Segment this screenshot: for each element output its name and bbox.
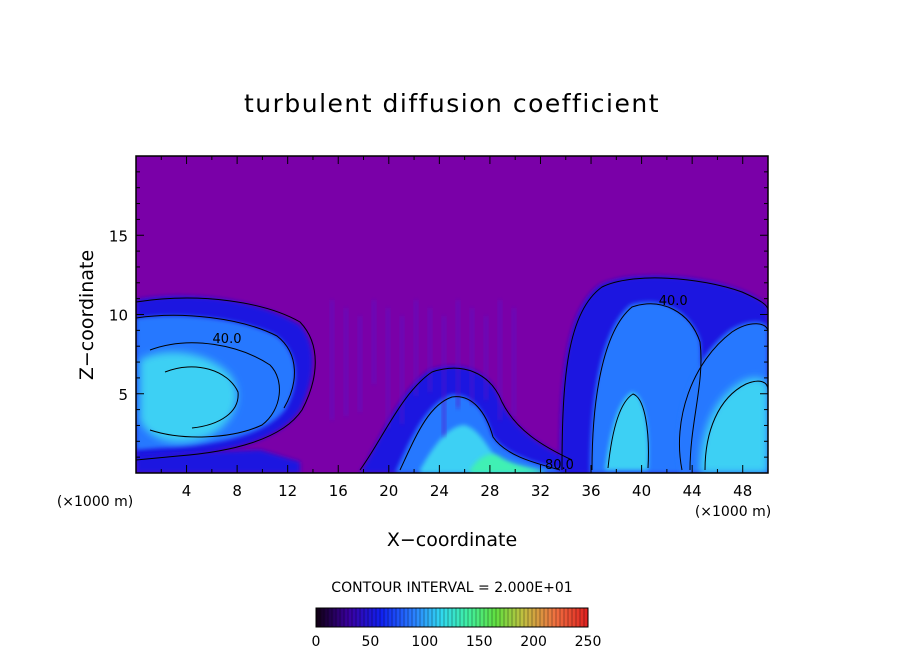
field-wave-streak xyxy=(442,316,446,436)
field-wave-streak xyxy=(344,308,348,416)
y-tick-label: 10 xyxy=(109,307,128,325)
x-tick-label: 12 xyxy=(278,482,297,500)
field-wave-streak xyxy=(400,316,404,424)
colorbar-tick-label: 150 xyxy=(466,634,493,650)
colorbar-tick-label: 200 xyxy=(520,634,547,650)
field-wave-streak xyxy=(484,316,488,400)
contour-line xyxy=(399,396,561,471)
colorbar-tick-label: 0 xyxy=(312,634,321,650)
contour-labels: 40.0 40.0 80.0 xyxy=(213,294,688,473)
y-tick-label: 15 xyxy=(109,227,128,245)
contour-line xyxy=(607,393,649,469)
field-wave-streak xyxy=(386,308,390,428)
contour-line xyxy=(359,367,573,471)
x-tick-label: 40 xyxy=(632,482,651,500)
x-axis-label: X−coordinate xyxy=(387,529,517,551)
field-wave-streak xyxy=(512,308,516,416)
field-wave-streak xyxy=(470,308,474,404)
contour-interval-text: CONTOUR INTERVAL = 2.000E+01 xyxy=(331,580,572,596)
field-wave-streak xyxy=(330,300,334,420)
contour-label: 40.0 xyxy=(213,332,242,347)
x-tick-label: 28 xyxy=(480,482,499,500)
contour-line xyxy=(591,303,702,471)
x-tick-label: 48 xyxy=(733,482,752,500)
contour-line xyxy=(149,342,280,438)
x-axis-ticks: 4 8 12 16 20 24 28 32 36 40 44 48 xyxy=(160,156,752,500)
x-tick-label: 16 xyxy=(329,482,348,500)
y-axis-label: Z−coordinate xyxy=(76,250,98,380)
field-region-right-core xyxy=(700,378,768,473)
colorbar-tick-label: 50 xyxy=(361,634,379,650)
field-region-right-column xyxy=(605,392,649,470)
colorbar-tick-label: 100 xyxy=(411,634,438,650)
chart-title: turbulent diffusion coefficient xyxy=(244,89,660,118)
contour-line xyxy=(678,323,768,471)
x-tick-label: 24 xyxy=(430,482,449,500)
contour-line xyxy=(164,366,239,429)
colorbar-tick-label: 250 xyxy=(575,634,602,650)
field-wave-streak xyxy=(456,300,460,408)
field-wave-streak xyxy=(498,300,502,420)
contour-label: 40.0 xyxy=(659,294,688,309)
x-tick-label: 32 xyxy=(531,482,550,500)
x-tick-label: 44 xyxy=(683,482,702,500)
y-tick-label: 5 xyxy=(118,386,128,404)
field-wave-streak xyxy=(414,300,418,396)
field-wave-streak xyxy=(372,300,376,384)
colorbar-ticks: 0 50 100 150 200 250 xyxy=(312,634,602,650)
x-unit-left: (×1000 m) xyxy=(57,494,133,510)
colorbar-stripes xyxy=(319,608,585,627)
x-tick-label: 8 xyxy=(232,482,242,500)
field-wave-streak xyxy=(428,308,432,392)
field-region-center-core xyxy=(420,425,545,473)
x-tick-label: 4 xyxy=(182,482,192,500)
contour-line xyxy=(704,380,768,471)
x-tick-label: 36 xyxy=(581,482,600,500)
x-tick-label: 20 xyxy=(379,482,398,500)
contour-line xyxy=(136,314,295,409)
contour-label: 80.0 xyxy=(545,458,574,473)
field-wave-streak xyxy=(358,316,362,412)
y-axis-ticks: 5 10 15 xyxy=(109,171,768,458)
x-unit-right: (×1000 m) xyxy=(695,504,771,520)
field-region-left-core xyxy=(140,352,237,443)
contour-line xyxy=(136,297,316,461)
heatmap-field xyxy=(136,156,768,473)
contour-line xyxy=(561,277,768,471)
